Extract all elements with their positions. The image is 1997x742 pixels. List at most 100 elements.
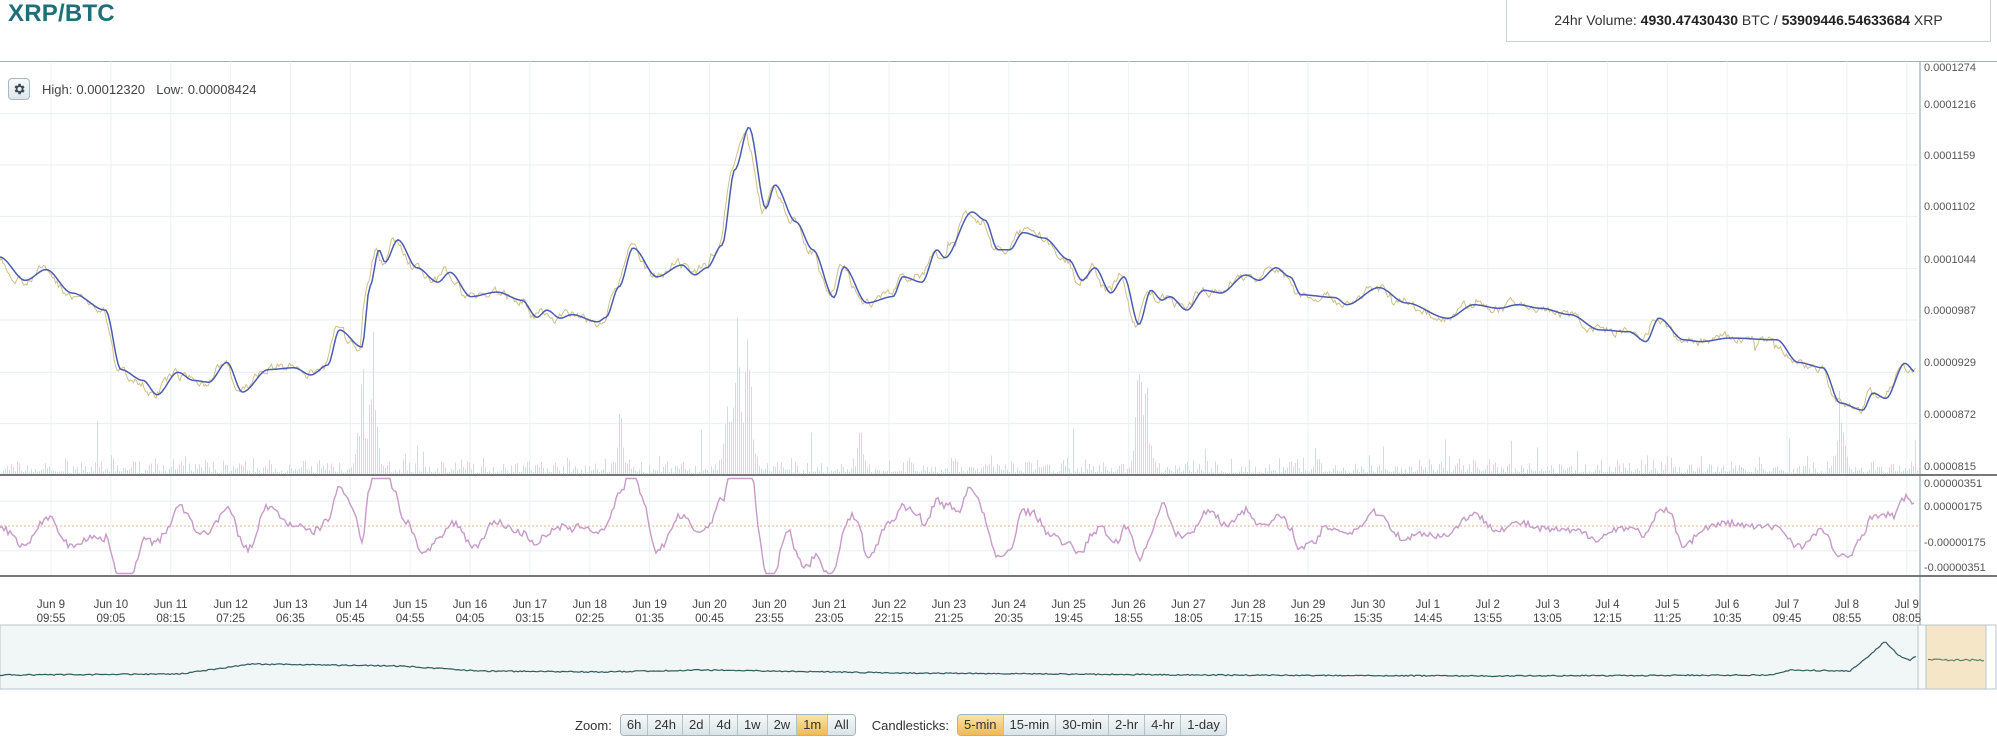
volume-bar	[607, 472, 608, 475]
volume-bar	[821, 463, 822, 475]
volume-bar	[927, 467, 928, 475]
volume-bar	[1057, 472, 1058, 475]
volume-bar	[1205, 448, 1206, 475]
tick-date: Jun 24	[991, 599, 1027, 611]
volume-bar	[1011, 461, 1012, 475]
volume-bar	[593, 469, 594, 475]
volume-bar	[767, 463, 768, 475]
candle-4-hr-button[interactable]: 4-hr	[1145, 715, 1182, 735]
volume-bar	[1617, 460, 1618, 475]
volume-bar	[1859, 470, 1860, 475]
volume-bar	[1667, 456, 1668, 475]
volume-bar	[1917, 471, 1918, 475]
volume-bar	[61, 471, 62, 475]
volume-bar	[1101, 471, 1102, 475]
zoom-2d-button[interactable]: 2d	[683, 715, 711, 735]
volume-bar	[369, 404, 370, 475]
volume-bar	[37, 471, 38, 475]
tick-time: 08:05	[1892, 613, 1922, 625]
volume-bar	[113, 458, 114, 475]
candle-15-min-button[interactable]: 15-min	[1003, 715, 1057, 735]
candle-1-day-button[interactable]: 1-day	[1181, 715, 1226, 735]
volume-bar	[1523, 468, 1524, 475]
volume-bar	[139, 461, 140, 475]
volume-bar	[1245, 467, 1246, 475]
volume-bar	[343, 472, 344, 475]
volume-bar	[1641, 459, 1642, 475]
volume-bar	[747, 339, 748, 475]
volume-bar	[173, 459, 174, 475]
tick-date: Jun 29	[1290, 599, 1326, 611]
candle-2-hr-button[interactable]: 2-hr	[1109, 715, 1146, 735]
zoom-2w-button[interactable]: 2w	[767, 715, 798, 735]
volume-bar	[1817, 472, 1818, 475]
volume-bar	[1021, 470, 1022, 475]
volume-bar	[1905, 468, 1906, 475]
volume-bar	[883, 471, 884, 475]
volume-bar	[1451, 472, 1452, 475]
candle-30-min-button[interactable]: 30-min	[1056, 715, 1110, 735]
volume-bar	[773, 466, 774, 475]
zoom-4d-button[interactable]: 4d	[710, 715, 738, 735]
volume-bar	[1425, 467, 1426, 475]
zoom-24h-button[interactable]: 24h	[648, 715, 684, 735]
volume-bar	[1167, 466, 1168, 475]
volume-bar	[587, 472, 588, 475]
zoom-all-button[interactable]: All	[828, 715, 855, 735]
volume-bar	[179, 464, 180, 475]
tick-time: 06:35	[276, 613, 305, 625]
volume-bar	[547, 468, 548, 475]
volume-bar	[1203, 471, 1204, 475]
tick-time: 19:45	[1054, 613, 1084, 625]
zoom-1m-button[interactable]: 1m	[797, 715, 829, 735]
volume-bar	[13, 467, 14, 475]
volume-bar	[1385, 468, 1386, 475]
volume-bar	[51, 470, 52, 475]
volume-bar	[951, 458, 952, 475]
tick-time: 05:45	[335, 613, 365, 625]
volume-bar	[1033, 471, 1034, 475]
volume-bar	[1077, 468, 1078, 475]
volume-bar	[183, 465, 184, 475]
volume-bar	[977, 468, 978, 475]
volume-bar	[867, 468, 868, 475]
candle-5-min-button[interactable]: 5-min	[958, 715, 1004, 735]
time-tick-label: Jun 11 08:15	[144, 598, 198, 626]
volume-bar	[163, 465, 164, 475]
pair-title: XRP/BTC	[8, 0, 115, 27]
volume-bar	[1139, 374, 1140, 475]
volume-bar	[325, 469, 326, 475]
volume-bar	[1765, 470, 1766, 475]
zoom-1w-button[interactable]: 1w	[737, 715, 768, 735]
volume-bar	[973, 467, 974, 475]
volume-bar	[1843, 432, 1844, 475]
volume-bar	[215, 469, 216, 475]
volume-bar	[1757, 470, 1758, 475]
volume-bar	[1627, 470, 1628, 475]
volume-bar	[47, 468, 48, 475]
volume-bar	[1629, 462, 1630, 475]
tick-time: 01:35	[635, 613, 665, 625]
zoom-6h-button[interactable]: 6h	[620, 715, 649, 735]
volume-bar	[1547, 466, 1548, 475]
volume-bar	[1725, 470, 1726, 475]
volume-bar	[483, 457, 484, 475]
volume-bar	[509, 472, 510, 475]
volume-bar	[127, 470, 128, 475]
volume-bar	[205, 459, 206, 475]
volume-bar	[1067, 457, 1068, 475]
volume-bar	[801, 472, 802, 475]
volume-bar	[1437, 469, 1438, 475]
volume-bar	[1761, 464, 1762, 475]
volume-bar	[1881, 466, 1882, 475]
volume-bar	[1543, 471, 1544, 475]
volume-bar	[1513, 472, 1514, 475]
navigator[interactable]	[0, 624, 1997, 690]
volume-bar	[1507, 465, 1508, 475]
chart-settings-button[interactable]	[8, 78, 30, 100]
volume-bar	[1675, 466, 1676, 475]
volume-bar	[1097, 471, 1098, 475]
volume-bar	[1283, 467, 1284, 475]
volume-bar	[315, 472, 316, 475]
